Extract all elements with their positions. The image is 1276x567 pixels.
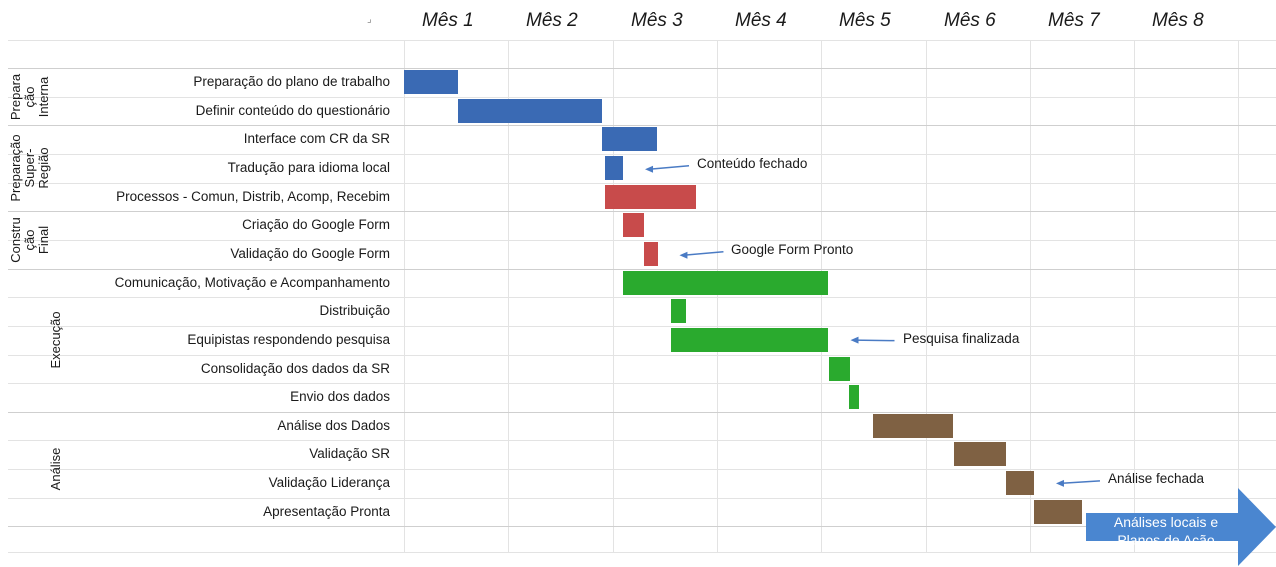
annotation-arrow-line — [683, 250, 724, 256]
month-label: Mês 8 — [1152, 10, 1204, 31]
annotation-arrow-head — [679, 251, 688, 259]
month-label: Mês 3 — [631, 10, 683, 31]
annotation-arrow-head — [645, 165, 654, 173]
month-label: Mês 7 — [1048, 10, 1100, 31]
grid-hline — [8, 526, 1276, 527]
grid-hline — [8, 125, 1276, 126]
grid-hline — [8, 97, 1276, 98]
task-bar — [873, 414, 953, 438]
grid-vline — [926, 40, 927, 552]
task-bar — [954, 442, 1006, 466]
annotation-arrow-line — [1059, 480, 1101, 485]
grid-hline — [8, 440, 1276, 441]
task-label: Processos - Comun, Distrib, Acomp, Receb… — [116, 189, 390, 204]
grid-vline — [613, 40, 614, 552]
grid-hline — [8, 498, 1276, 499]
month-label: Mês 1 — [422, 10, 474, 31]
task-label: Comunicação, Motivação e Acompanhamento — [114, 275, 390, 290]
task-label: Validação do Google Form — [230, 246, 390, 261]
task-bar — [605, 185, 696, 209]
grid-hline — [8, 269, 1276, 270]
task-bar — [829, 357, 850, 381]
task-label: Validação SR — [309, 446, 390, 461]
grid-hline — [8, 40, 1276, 41]
grid-hline — [8, 297, 1276, 298]
annotation-label: Pesquisa finalizada — [903, 331, 1020, 346]
grid-vline — [404, 40, 405, 552]
month-label: Mês 2 — [526, 10, 578, 31]
task-bar — [644, 242, 658, 266]
annotation-label: Conteúdo fechado — [697, 156, 808, 171]
annotation-arrow-line — [648, 165, 690, 171]
grid-vline — [1030, 40, 1031, 552]
task-label: Apresentação Pronta — [263, 504, 390, 519]
grid-hline — [8, 355, 1276, 356]
grid-hline — [8, 383, 1276, 384]
task-label: Criação do Google Form — [242, 217, 390, 232]
task-label: Consolidação dos dados da SR — [200, 361, 390, 376]
final-arrow-shape — [1086, 488, 1276, 566]
grid-hline — [8, 154, 1276, 155]
task-label: Envio dos dados — [290, 389, 390, 404]
task-bar — [605, 156, 623, 180]
annotation-arrow-line — [854, 339, 895, 342]
month-label: Mês 6 — [944, 10, 996, 31]
annotation-arrow-head — [850, 336, 859, 344]
grid-vline — [717, 40, 718, 552]
corner-mark: ⌟ — [367, 14, 372, 25]
grid-hline — [8, 552, 1276, 553]
grid-vline — [1134, 40, 1135, 552]
grid-hline — [8, 469, 1276, 470]
grid-hline — [8, 68, 1276, 69]
task-bar — [849, 385, 859, 409]
grid-vline — [821, 40, 822, 552]
grid-hline — [8, 412, 1276, 413]
annotation-arrow-head — [1055, 479, 1064, 487]
annotation-label: Análise fechada — [1108, 471, 1205, 486]
final-arrow-label: Análises locais e Planos de Ação — [1113, 514, 1219, 548]
task-label: Validação Liderança — [268, 475, 390, 490]
task-label: Equipistas respondendo pesquisa — [187, 332, 390, 347]
task-bar — [671, 299, 686, 323]
task-bar — [404, 70, 458, 94]
grid-vline — [508, 40, 509, 552]
task-label: Distribuição — [319, 303, 390, 318]
annotation-label: Google Form Pronto — [731, 242, 854, 257]
grid-hline — [8, 211, 1276, 212]
month-label: Mês 4 — [735, 10, 787, 31]
task-label: Tradução para idioma local — [227, 160, 390, 175]
task-bar — [602, 127, 657, 151]
task-bar — [1006, 471, 1034, 495]
grid-hline — [8, 183, 1276, 184]
task-label: Interface com CR da SR — [243, 131, 390, 146]
task-bar — [1034, 500, 1082, 524]
task-bar — [671, 328, 828, 352]
task-bar — [623, 271, 828, 295]
month-label: Mês 5 — [839, 10, 891, 31]
grid-hline — [8, 240, 1276, 241]
grid-vline — [1238, 40, 1239, 552]
grid-hline — [8, 326, 1276, 327]
task-bar — [458, 99, 602, 123]
task-label: Análise dos Dados — [277, 418, 390, 433]
task-label: Definir conteúdo do questionário — [195, 103, 390, 118]
task-bar — [623, 213, 644, 237]
task-label: Preparação do plano de trabalho — [193, 74, 390, 89]
